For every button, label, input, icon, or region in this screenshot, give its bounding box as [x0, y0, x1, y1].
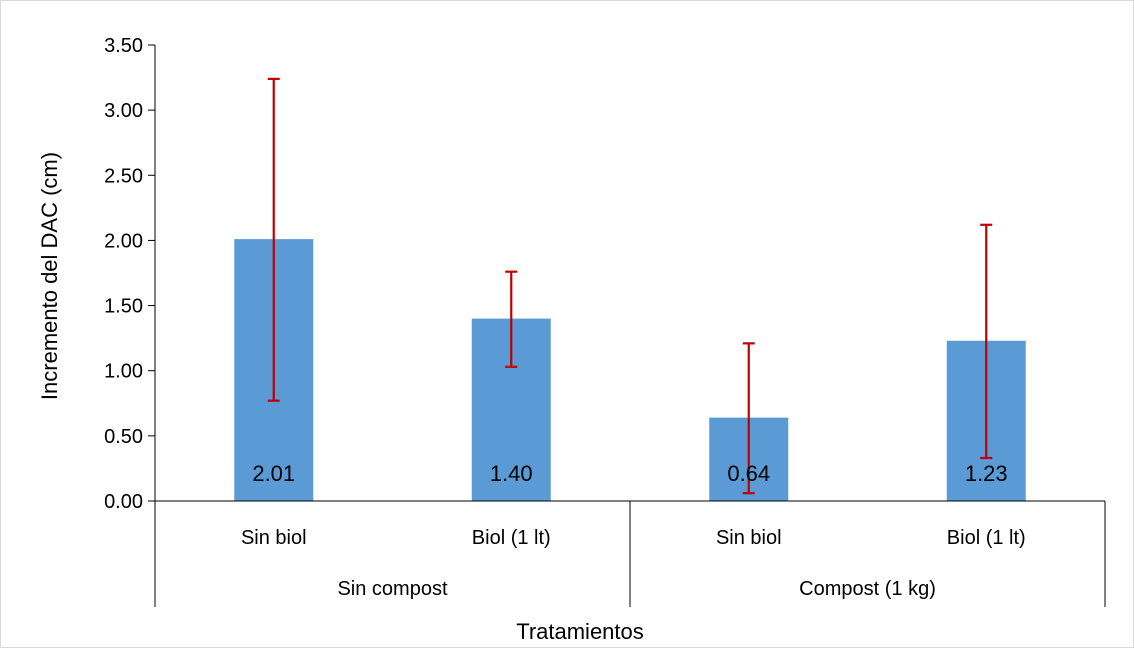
y-tick-label: 1.50 [104, 296, 143, 318]
category-label: Biol (1 lt) [472, 527, 551, 549]
bars [234, 239, 1026, 501]
y-tick-label: 2.50 [104, 165, 143, 187]
y-tick-label: 0.00 [104, 491, 143, 513]
data-labels: 2.01 1.40 0.64 1.23 [252, 461, 1007, 486]
axes [154, 45, 1106, 607]
data-label: 1.40 [490, 461, 533, 486]
category-label: Sin biol [716, 527, 782, 549]
category-label: Sin biol [241, 527, 307, 549]
category-labels: Sin biol Biol (1 lt) Sin biol Biol (1 lt) [241, 527, 1026, 549]
y-tick-label: 0.50 [104, 426, 143, 448]
y-tick-label: 3.00 [104, 100, 143, 122]
category-label: Biol (1 lt) [947, 527, 1026, 549]
y-tick-label: 1.00 [104, 361, 143, 383]
group-label: Sin compost [337, 578, 447, 600]
y-axis-title: Incremento del DAC (cm) [37, 152, 62, 400]
y-tick-label: 2.00 [104, 230, 143, 252]
group-labels: Sin compost Compost (1 kg) [337, 578, 935, 600]
y-axis-ticks: 0.00 0.50 1.00 1.50 2.00 2.50 3.00 3.50 [104, 35, 155, 513]
data-label: 1.23 [965, 461, 1008, 486]
data-label: 2.01 [252, 461, 295, 486]
group-label: Compost (1 kg) [799, 578, 936, 600]
y-tick-label: 3.50 [104, 35, 143, 57]
data-label: 0.64 [727, 461, 770, 486]
x-axis-title: Tratamientos [516, 619, 644, 644]
error-bars [267, 77, 993, 495]
